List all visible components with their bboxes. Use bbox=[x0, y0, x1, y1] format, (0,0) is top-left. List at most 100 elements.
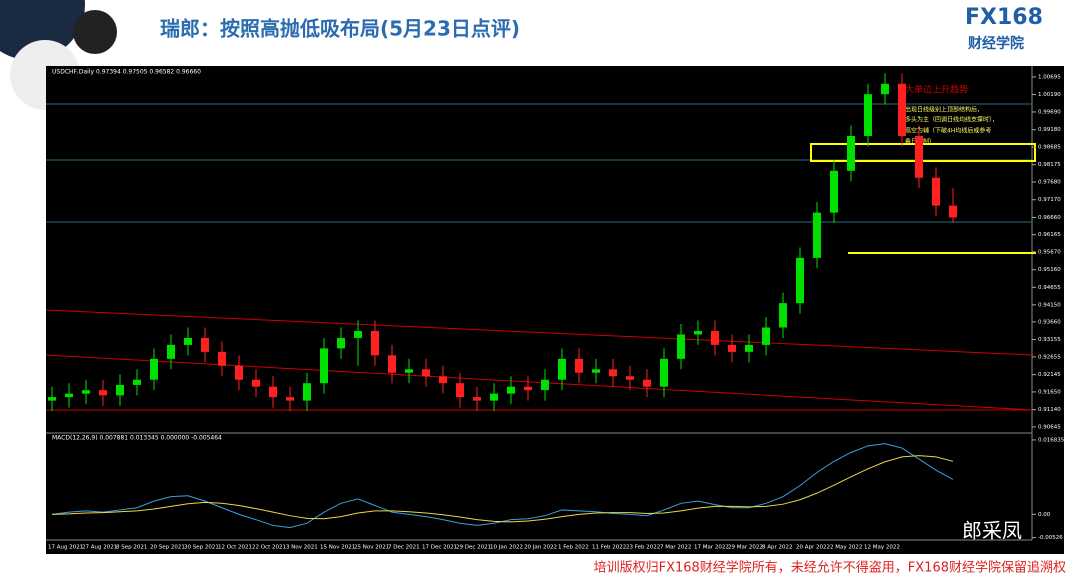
candle-body bbox=[813, 212, 821, 258]
y-tick-label: 0.94150 bbox=[1038, 302, 1061, 308]
candle-body bbox=[456, 383, 464, 398]
y-tick-label: 0.97680 bbox=[1038, 179, 1061, 185]
y-tick-label: 0.93155 bbox=[1038, 337, 1061, 343]
candle-body bbox=[201, 337, 209, 352]
x-tick-label: 20 Sep 2021 bbox=[150, 545, 185, 551]
y-tick-label: 0.91650 bbox=[1038, 389, 1061, 395]
y-tick-label: 0.98175 bbox=[1038, 162, 1061, 168]
x-tick-label: 7 Dec 2021 bbox=[388, 545, 420, 551]
candle-body bbox=[932, 177, 940, 206]
x-tick-label: 12 Oct 2021 bbox=[218, 545, 252, 551]
candle-body bbox=[65, 393, 73, 398]
footer: 培训版权归FX168财经学院所有，未经允许不得盗用，FX168财经学院保留追溯权 bbox=[594, 560, 1066, 576]
x-tick-label: 10 Jan 2022 bbox=[490, 545, 523, 551]
x-tick-label: 8 Sep 2021 bbox=[116, 545, 147, 551]
x-tick-label: 8 Apr 2022 bbox=[762, 545, 793, 551]
annotation: 出现日线级别上顶部结构后， bbox=[905, 106, 983, 114]
macd-header: MACD(12,26,9) 0.007881 0.013345 0.000000… bbox=[52, 435, 222, 442]
candle-body bbox=[881, 83, 889, 95]
candle-body bbox=[694, 330, 702, 335]
candle-body bbox=[728, 344, 736, 352]
candle-body bbox=[762, 327, 770, 345]
logo: FX168 bbox=[965, 5, 1043, 30]
x-tick-label: 29 Mar 2022 bbox=[728, 545, 763, 551]
x-tick-label: 3 Nov 2021 bbox=[286, 545, 318, 551]
candle-body bbox=[626, 376, 634, 380]
candle-body bbox=[575, 358, 583, 373]
candle-body bbox=[745, 344, 753, 352]
candle-body bbox=[949, 205, 957, 218]
candle-body bbox=[354, 330, 362, 338]
x-tick-label: 22 Oct 2021 bbox=[252, 545, 286, 551]
y-tick-label: 0.94655 bbox=[1038, 285, 1061, 291]
candle-body bbox=[388, 355, 396, 373]
x-tick-label: 1 Feb 2022 bbox=[558, 545, 589, 551]
y-tick-label: 0.96660 bbox=[1038, 215, 1061, 221]
candle-body bbox=[524, 386, 532, 391]
chart-header: USDCHF,Daily 0.97394 0.97505 0.96582 0.9… bbox=[52, 69, 201, 76]
candle-body bbox=[337, 337, 345, 349]
slide-title: 瑞郎：按照高抛低吸布局(5月23日点评) bbox=[160, 17, 520, 41]
y-tick-label: 0.99180 bbox=[1038, 127, 1061, 133]
candle-body bbox=[660, 358, 668, 387]
annotation: 多头为主（回调日线均线支撑时）， bbox=[905, 116, 998, 124]
candle-body bbox=[48, 397, 56, 401]
candle-body bbox=[235, 365, 243, 380]
y-tick-label: 0.99690 bbox=[1038, 109, 1061, 115]
candle-body bbox=[439, 376, 447, 384]
x-tick-label: 30 Sep 2021 bbox=[184, 545, 219, 551]
watermark: 郎采凤 bbox=[962, 519, 1022, 543]
x-tick-label: 11 Feb 2022 bbox=[592, 545, 626, 551]
y-tick-label: 0.91140 bbox=[1038, 407, 1061, 413]
y-tick-label: 0.90645 bbox=[1038, 424, 1061, 430]
logo-sub: 财经学院 bbox=[967, 35, 1024, 52]
candle-body bbox=[133, 379, 141, 385]
candle-body bbox=[218, 351, 226, 366]
candle-body bbox=[643, 379, 651, 387]
candle-body bbox=[830, 170, 838, 213]
x-tick-label: 27 Aug 2021 bbox=[82, 545, 117, 551]
candle-body bbox=[116, 384, 124, 396]
y-tick-label: 0.95160 bbox=[1038, 267, 1061, 273]
x-tick-label: 2 May 2022 bbox=[830, 545, 862, 551]
candle-body bbox=[320, 348, 328, 384]
macd-line bbox=[51, 455, 954, 523]
x-tick-label: 23 Feb 2022 bbox=[626, 545, 660, 551]
x-tick-label: 25 Nov 2021 bbox=[354, 545, 389, 551]
candle-body bbox=[150, 358, 158, 380]
candle-body bbox=[915, 135, 923, 178]
x-tick-label: 17 Mar 2022 bbox=[694, 545, 729, 551]
candle-body bbox=[677, 334, 685, 359]
candle-body bbox=[184, 337, 192, 345]
decor-circle bbox=[0, 0, 85, 60]
y-tick-label: 0.92655 bbox=[1038, 354, 1061, 360]
y-tick-label: 0.00 bbox=[1038, 512, 1051, 518]
candle-body bbox=[422, 369, 430, 377]
candle-body bbox=[167, 344, 175, 359]
candle-body bbox=[82, 390, 90, 394]
y-tick-label: 0.93660 bbox=[1038, 319, 1061, 325]
candle-body bbox=[558, 358, 566, 380]
candle-body bbox=[847, 135, 855, 171]
candle-body bbox=[711, 330, 719, 345]
y-tick-label: 0.92145 bbox=[1038, 372, 1061, 378]
candle-body bbox=[796, 257, 804, 304]
x-tick-label: 7 Mar 2022 bbox=[660, 545, 691, 551]
x-tick-label: 17 Dec 2021 bbox=[422, 545, 457, 551]
candle-body bbox=[303, 383, 311, 401]
candle-body bbox=[286, 397, 294, 401]
y-tick-label: 0.96165 bbox=[1038, 232, 1061, 238]
candle-body bbox=[371, 330, 379, 356]
annotation: 大单边上升趋势 bbox=[905, 84, 968, 96]
trend-line bbox=[45, 354, 1033, 411]
x-tick-label: 17 Aug 2021 bbox=[48, 545, 83, 551]
y-tick-label: 0.016835 bbox=[1038, 437, 1065, 443]
trend-line bbox=[45, 309, 1033, 356]
x-tick-label: 29 Dec 2021 bbox=[456, 545, 491, 551]
plot: 1.00695 1.00190 0.99690 0.99180 0.98685 0.981… bbox=[48, 73, 1065, 551]
y-tick-label: 0.98685 bbox=[1038, 144, 1061, 150]
candle-body bbox=[898, 83, 906, 136]
candle-body bbox=[99, 390, 107, 396]
